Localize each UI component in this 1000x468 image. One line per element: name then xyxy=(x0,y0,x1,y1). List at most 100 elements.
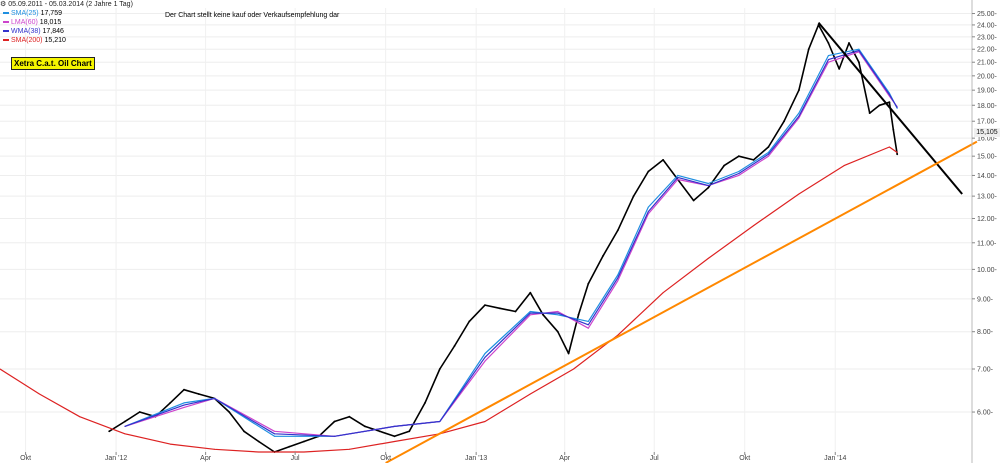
data-point-price xyxy=(138,411,141,413)
x-tick-label: Okt xyxy=(20,455,31,462)
trendline-support xyxy=(385,140,978,464)
last-price-badge: 15,105 xyxy=(974,128,1000,137)
data-point-price xyxy=(723,164,725,167)
settings-icon[interactable]: ⚙ xyxy=(0,1,7,8)
data-point-lma60 xyxy=(274,430,275,432)
data-point-price xyxy=(378,430,381,433)
data-point-sma25 xyxy=(274,435,275,437)
y-tick-label: 25.00- xyxy=(977,11,998,18)
data-point-wma38 xyxy=(334,435,335,437)
legend-swatch xyxy=(3,12,9,15)
data-point-wma38 xyxy=(888,94,890,96)
data-point-price xyxy=(767,146,770,148)
data-point-sma200 xyxy=(753,225,755,227)
data-point-lma60 xyxy=(529,314,531,316)
data-point-sma200 xyxy=(214,448,215,450)
legend-sma25[interactable]: SMA(25) 17,759 xyxy=(3,10,62,18)
y-tick-label: 19.00- xyxy=(977,88,998,95)
data-point-sma25 xyxy=(738,171,740,172)
data-point-wma38 xyxy=(183,404,185,406)
data-point-price xyxy=(514,310,517,313)
x-tick-label: Apr xyxy=(559,455,571,462)
x-tick-label: Jan '14 xyxy=(824,455,846,462)
data-point-price xyxy=(333,420,336,423)
data-point-sma25 xyxy=(707,183,709,184)
data-point-price xyxy=(858,61,860,64)
data-point-wma38 xyxy=(677,176,679,178)
y-tick-label: 21.00- xyxy=(977,60,998,67)
legend-lma60[interactable]: LMA(60) 18,015 xyxy=(3,19,61,27)
series-line-lma60 xyxy=(124,51,898,437)
data-point-lma60 xyxy=(183,406,185,408)
data-point-sma25 xyxy=(529,311,531,312)
data-point-price xyxy=(827,42,830,44)
series-layer xyxy=(0,24,899,453)
legend-sma200[interactable]: SMA(200) 15,210 xyxy=(3,37,66,45)
legend-label: SMA(25) xyxy=(11,10,39,17)
data-point-sma200 xyxy=(573,368,575,370)
data-point-wma38 xyxy=(827,59,829,61)
data-point-sma25 xyxy=(896,107,898,109)
data-point-price xyxy=(616,229,619,232)
data-point-wma38 xyxy=(707,185,709,187)
y-tick-label: 17.00- xyxy=(977,119,998,126)
y-tick-label: 8.00- xyxy=(977,329,994,336)
y-tick-label: 10.00- xyxy=(977,267,998,274)
y-tick-label: 6.00- xyxy=(977,410,994,417)
grid xyxy=(0,8,972,452)
data-point-lma60 xyxy=(798,117,800,119)
data-point-price xyxy=(288,445,291,448)
legend-swatch xyxy=(3,39,9,42)
x-tick-label: Apr xyxy=(200,455,212,462)
data-point-sma200 xyxy=(348,448,350,450)
data-point-wma38 xyxy=(858,50,860,51)
data-point-price xyxy=(707,186,710,189)
data-point-wma38 xyxy=(896,107,898,109)
data-point-price xyxy=(848,42,850,44)
legend-swatch xyxy=(3,30,9,33)
legend-label: SMA(200) xyxy=(11,37,43,44)
data-point-lma60 xyxy=(827,61,829,63)
data-point-price xyxy=(393,435,396,438)
x-tick-label: Okt xyxy=(739,455,750,462)
data-point-wma38 xyxy=(394,425,395,427)
data-point-wma38 xyxy=(124,425,126,427)
y-tick-label: 11.00- xyxy=(977,240,997,247)
data-point-sma200 xyxy=(303,451,305,453)
data-point-sma200 xyxy=(79,416,81,418)
y-axis: 25.00- 24.00- 23.00- 22.00- 21.00- 20.00- 19.0… xyxy=(971,0,998,463)
data-point-price xyxy=(438,368,441,370)
data-point-price xyxy=(567,352,570,355)
y-tick-label: 12.00- xyxy=(977,216,998,223)
data-point-price xyxy=(892,128,895,131)
data-point-sma200 xyxy=(0,368,1,370)
data-point-price xyxy=(896,153,899,156)
data-point-price xyxy=(303,440,305,443)
data-point-price xyxy=(484,304,486,306)
data-point-lma60 xyxy=(557,311,559,312)
legend-wma38[interactable]: WMA(38) 17,846 xyxy=(3,28,64,36)
data-point-price xyxy=(257,440,260,443)
legend-label: LMA(60) xyxy=(11,19,38,26)
data-point-sma200 xyxy=(169,443,171,445)
data-point-sma200 xyxy=(707,257,709,259)
data-point-price xyxy=(662,159,664,161)
data-point-sma25 xyxy=(183,402,185,404)
data-point-wma38 xyxy=(274,433,275,435)
data-point-wma38 xyxy=(587,324,589,326)
data-point-price xyxy=(108,430,111,433)
data-point-price xyxy=(169,402,172,404)
data-point-price xyxy=(183,388,185,391)
data-point-sma200 xyxy=(38,393,40,395)
data-point-sma25 xyxy=(827,55,829,57)
data-point-wma38 xyxy=(647,211,649,213)
data-point-price xyxy=(752,159,755,161)
data-point-price xyxy=(197,393,200,395)
data-point-price xyxy=(647,170,650,173)
data-point-lma60 xyxy=(677,179,679,180)
data-point-wma38 xyxy=(439,421,441,422)
data-point-price xyxy=(587,282,590,285)
y-tick-label: 20.00- xyxy=(977,73,998,80)
legend-value: 15,210 xyxy=(44,37,66,44)
